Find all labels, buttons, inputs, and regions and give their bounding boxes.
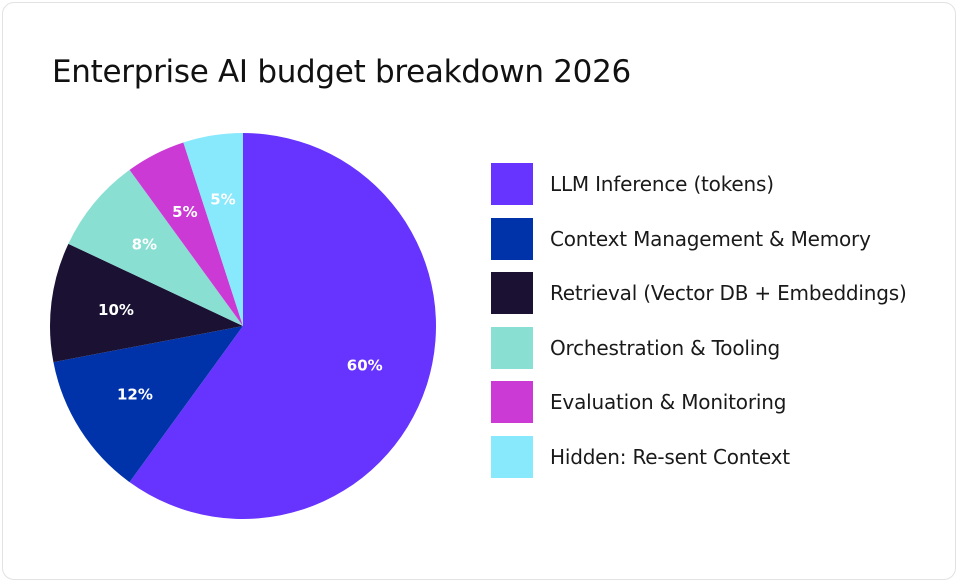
legend-item: Evaluation & Monitoring xyxy=(491,381,907,424)
legend-item: Hidden: Re-sent Context xyxy=(491,435,907,478)
legend-label: Hidden: Re-sent Context xyxy=(550,444,790,469)
pie-slice-label: 5% xyxy=(172,203,197,221)
legend-swatch xyxy=(491,272,533,315)
pie-slice-label: 12% xyxy=(117,386,153,404)
legend-swatch xyxy=(491,217,533,260)
pie-slice xyxy=(129,142,243,326)
pie-slice xyxy=(53,326,243,483)
pie-slice xyxy=(183,133,243,326)
legend-item: Orchestration & Tooling xyxy=(491,326,907,369)
legend-label: Retrieval (Vector DB + Embeddings) xyxy=(550,281,907,306)
legend-swatch xyxy=(491,326,533,369)
pie-slice-label: 10% xyxy=(98,301,134,319)
pie-slice-label: 60% xyxy=(347,357,383,375)
legend-label: LLM Inference (tokens) xyxy=(550,172,774,196)
legend-item: Context Management & Memory xyxy=(491,217,907,260)
pie-slice xyxy=(129,133,437,519)
chart-title: Enterprise AI budget breakdown 2026 xyxy=(52,54,631,90)
pie-slice-label: 5% xyxy=(210,191,235,209)
chart-legend: LLM Inference (tokens) Context Management… xyxy=(491,163,907,491)
legend-label: Context Management & Memory xyxy=(550,226,871,251)
pie-slice-labels: 60% 12% 10% 8% 5% 5% xyxy=(98,191,383,404)
pie-slice xyxy=(68,169,244,326)
pie-slice xyxy=(50,243,243,363)
legend-label: Evaluation & Monitoring xyxy=(550,390,787,415)
legend-swatch xyxy=(491,435,533,478)
pie-slices xyxy=(50,133,437,519)
legend-swatch xyxy=(491,163,533,205)
legend-item: Retrieval (Vector DB + Embeddings) xyxy=(491,272,907,315)
pie-slice-label: 8% xyxy=(132,235,157,253)
legend-item: LLM Inference (tokens) xyxy=(491,163,907,205)
legend-label: Orchestration & Tooling xyxy=(550,335,781,360)
legend-swatch xyxy=(491,381,533,424)
